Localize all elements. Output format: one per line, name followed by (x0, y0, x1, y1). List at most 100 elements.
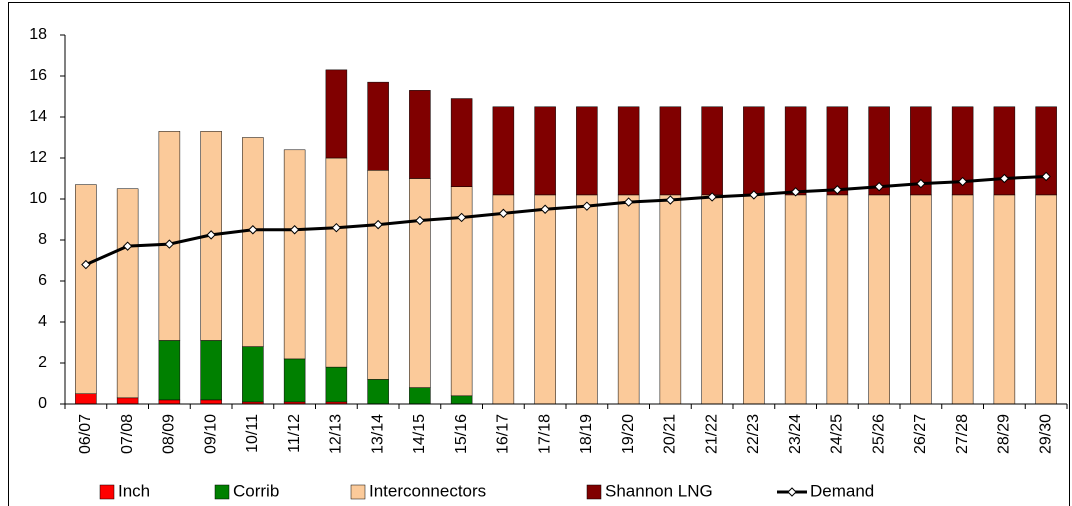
x-tick-label: 15/16 (453, 414, 470, 454)
x-tick-label: 16/17 (495, 414, 512, 454)
line-marker (916, 178, 926, 189)
bar-segment (242, 346, 264, 403)
bar-segment (701, 194, 723, 405)
y-tick-label: 0 (38, 395, 47, 412)
line-marker (373, 219, 383, 230)
x-tick-label: 27/28 (954, 414, 971, 454)
bar-segment (910, 194, 932, 405)
legend-marker (787, 487, 797, 497)
line-marker (164, 239, 175, 249)
bar-segment (1035, 106, 1057, 196)
bar-segment (158, 399, 181, 405)
line (85, 174, 1047, 266)
bar-segment (367, 81, 389, 171)
y-tick-label: 4 (38, 313, 47, 330)
x-tick-label: 18/19 (578, 414, 595, 454)
x-tick-label: 21/22 (703, 414, 720, 454)
legend-swatch (350, 484, 366, 500)
bar-segment (325, 366, 348, 403)
legend-label: Demand (810, 481, 874, 500)
legend-swatch (99, 484, 115, 500)
bar-segment (826, 106, 849, 196)
bar-segment (617, 106, 640, 196)
bar-segment (75, 184, 97, 394)
bar-segment (409, 387, 431, 405)
x-tick-label: 07/08 (119, 414, 136, 454)
bar-segment (158, 340, 181, 401)
bar-segment (826, 194, 849, 405)
bar-segment (116, 397, 139, 405)
x-tick-label: 11/12 (286, 414, 303, 453)
x-tick-label: 29/30 (1037, 414, 1054, 454)
line-marker (331, 222, 342, 233)
bar-segment (158, 131, 181, 341)
bar-segment (617, 194, 640, 405)
bar-segment (367, 170, 389, 380)
bar-segment (993, 194, 1016, 405)
bar-segment (701, 106, 723, 196)
y-tick-label: 16 (29, 67, 47, 84)
bar-segment (492, 106, 515, 196)
bar-segment (325, 157, 348, 368)
bar-segment (868, 194, 890, 405)
bar-segment (784, 194, 807, 405)
bar-segment (534, 194, 556, 405)
bar-segment (325, 69, 348, 159)
x-tick-label: 20/21 (662, 414, 679, 454)
bar-segment (116, 188, 139, 399)
x-tick-label: 06/07 (77, 414, 94, 454)
bar-segment (492, 194, 515, 405)
legend-label: Corrib (233, 481, 279, 500)
bar-segment (951, 194, 974, 405)
bar-segment (659, 106, 682, 196)
y-tick-label: 18 (29, 26, 47, 43)
x-tick-label: 13/14 (369, 414, 386, 454)
y-tick-label: 14 (29, 108, 47, 125)
bar-segment (1035, 194, 1057, 405)
bar-segment (409, 90, 431, 179)
legend-label: Inch (118, 481, 150, 500)
bar-segment (576, 106, 598, 196)
line-marker (957, 176, 968, 187)
bar-segment (576, 194, 598, 405)
x-tick-label: 14/15 (411, 414, 428, 454)
line-marker (874, 181, 884, 192)
line-marker (707, 192, 717, 202)
bar-segment (910, 106, 932, 196)
line-marker (790, 187, 801, 197)
legend-label: Shannon LNG (605, 481, 713, 500)
line-marker (1041, 171, 1051, 182)
line-marker (206, 230, 216, 240)
line-marker (498, 208, 509, 219)
line-marker (122, 241, 133, 251)
line-marker (289, 225, 300, 235)
line-marker (999, 173, 1010, 184)
bar-segment (200, 399, 222, 405)
line-marker (456, 212, 467, 223)
bar-segment (409, 178, 431, 388)
line-marker (749, 190, 759, 200)
line-marker (582, 201, 592, 211)
legend-swatch (214, 484, 230, 500)
chart-frame (8, 2, 1070, 506)
bar-segment (534, 106, 556, 196)
line-marker (248, 225, 258, 235)
y-tick-label: 10 (29, 190, 47, 207)
legend-label: Interconnectors (369, 481, 486, 500)
bar-segment (200, 340, 222, 401)
x-tick-label: 12/13 (328, 414, 345, 454)
x-tick-label: 08/09 (161, 414, 178, 454)
bar-segment (450, 395, 473, 405)
line-marker (81, 259, 91, 270)
line-marker (832, 185, 843, 195)
bar-segment (367, 379, 389, 405)
x-tick-label: 10/11 (244, 414, 261, 453)
x-tick-label: 19/20 (620, 414, 637, 454)
bar-segment (283, 358, 306, 403)
bar-segment (75, 393, 97, 405)
line-marker (623, 197, 634, 207)
x-tick-label: 25/26 (870, 414, 887, 454)
x-tick-label: 22/23 (745, 414, 762, 454)
y-tick-label: 8 (38, 231, 47, 248)
